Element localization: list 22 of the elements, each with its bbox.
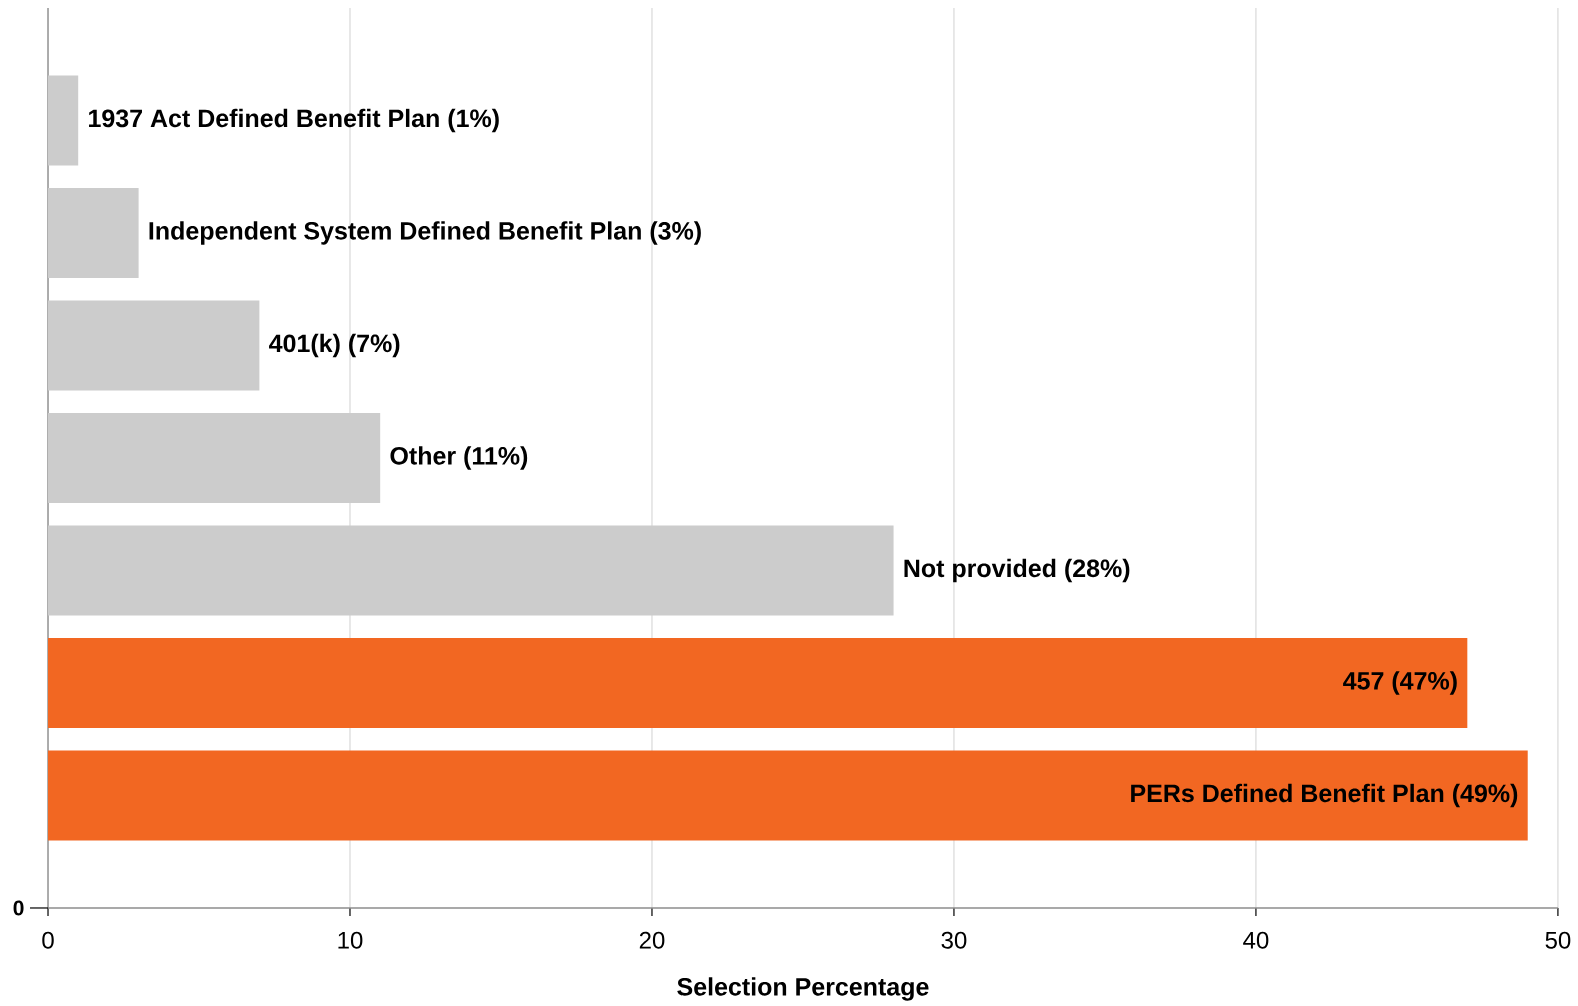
x-tick-label: 40: [1243, 931, 1269, 949]
text: 0: [13, 900, 24, 916]
bar: [48, 525, 894, 616]
data-label: 401(k) (7%): [269, 333, 400, 358]
data-label: 457 (47%): [1343, 671, 1457, 695]
x-tick-label: 20: [639, 931, 665, 949]
bar: [48, 750, 1528, 841]
x-tick-label: 0: [42, 931, 54, 949]
data-label: 1937 Act Defined Benefit Plan (1%): [89, 108, 499, 133]
x-axis-title: Selection Percentage: [677, 977, 929, 1001]
data-label: PERs Defined Benefit Plan (49%): [1131, 783, 1518, 808]
bar: [48, 412, 381, 503]
bar: [48, 187, 139, 278]
x-tick-label: 50: [1545, 931, 1571, 949]
data-label: Independent System Defined Benefit Plan (3%): [149, 221, 701, 245]
x-tick-label: 10: [338, 931, 363, 949]
bar: [48, 300, 260, 391]
data-label: Other (11%): [390, 446, 528, 470]
x-tick-label: 30: [941, 931, 967, 949]
bar: [48, 637, 1468, 728]
bar: [48, 75, 79, 166]
data-label: Not provided (28%): [904, 558, 1130, 583]
